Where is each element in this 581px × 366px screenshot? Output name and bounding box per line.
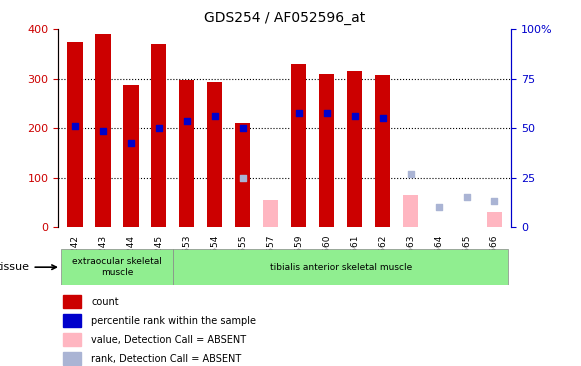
Bar [173, 249, 508, 285]
Bar [61, 249, 173, 285]
Point [406, 171, 415, 176]
Bar [123, 85, 138, 227]
Point [350, 113, 359, 119]
Bar [487, 212, 502, 227]
Point [322, 111, 331, 116]
Bar [291, 64, 306, 227]
Text: tibialis anterior skeletal muscle: tibialis anterior skeletal muscle [270, 263, 412, 272]
Bar [207, 82, 223, 227]
Point [378, 115, 388, 121]
Bar [347, 71, 363, 227]
Point [98, 128, 107, 134]
Bar [63, 314, 81, 327]
Bar [235, 123, 250, 227]
Bar [67, 42, 83, 227]
Point [294, 111, 303, 116]
Text: tissue: tissue [0, 262, 56, 272]
Point [126, 140, 135, 146]
Bar [95, 34, 110, 227]
Point [154, 125, 163, 131]
Point [182, 118, 191, 124]
Point [238, 175, 248, 180]
Text: count: count [91, 296, 119, 307]
Bar [375, 75, 390, 227]
Point [434, 204, 443, 210]
Bar [319, 74, 334, 227]
Bar [63, 352, 81, 365]
Text: extraocular skeletal
muscle: extraocular skeletal muscle [72, 257, 162, 277]
Text: rank, Detection Call = ABSENT: rank, Detection Call = ABSENT [91, 354, 242, 364]
Bar [63, 295, 81, 308]
Point [210, 113, 220, 119]
Point [238, 125, 248, 131]
Bar [63, 333, 81, 346]
Bar [263, 200, 278, 227]
Title: GDS254 / AF052596_at: GDS254 / AF052596_at [204, 11, 365, 26]
Text: percentile rank within the sample: percentile rank within the sample [91, 315, 256, 326]
Bar [151, 44, 167, 227]
Bar [403, 195, 418, 227]
Point [462, 194, 471, 200]
Text: value, Detection Call = ABSENT: value, Detection Call = ABSENT [91, 335, 246, 345]
Point [490, 198, 499, 204]
Bar [179, 80, 195, 227]
Point [70, 123, 80, 128]
